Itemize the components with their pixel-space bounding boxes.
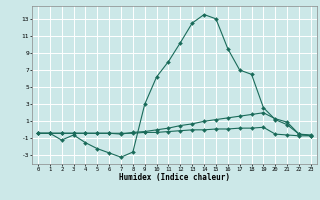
X-axis label: Humidex (Indice chaleur): Humidex (Indice chaleur) bbox=[119, 173, 230, 182]
